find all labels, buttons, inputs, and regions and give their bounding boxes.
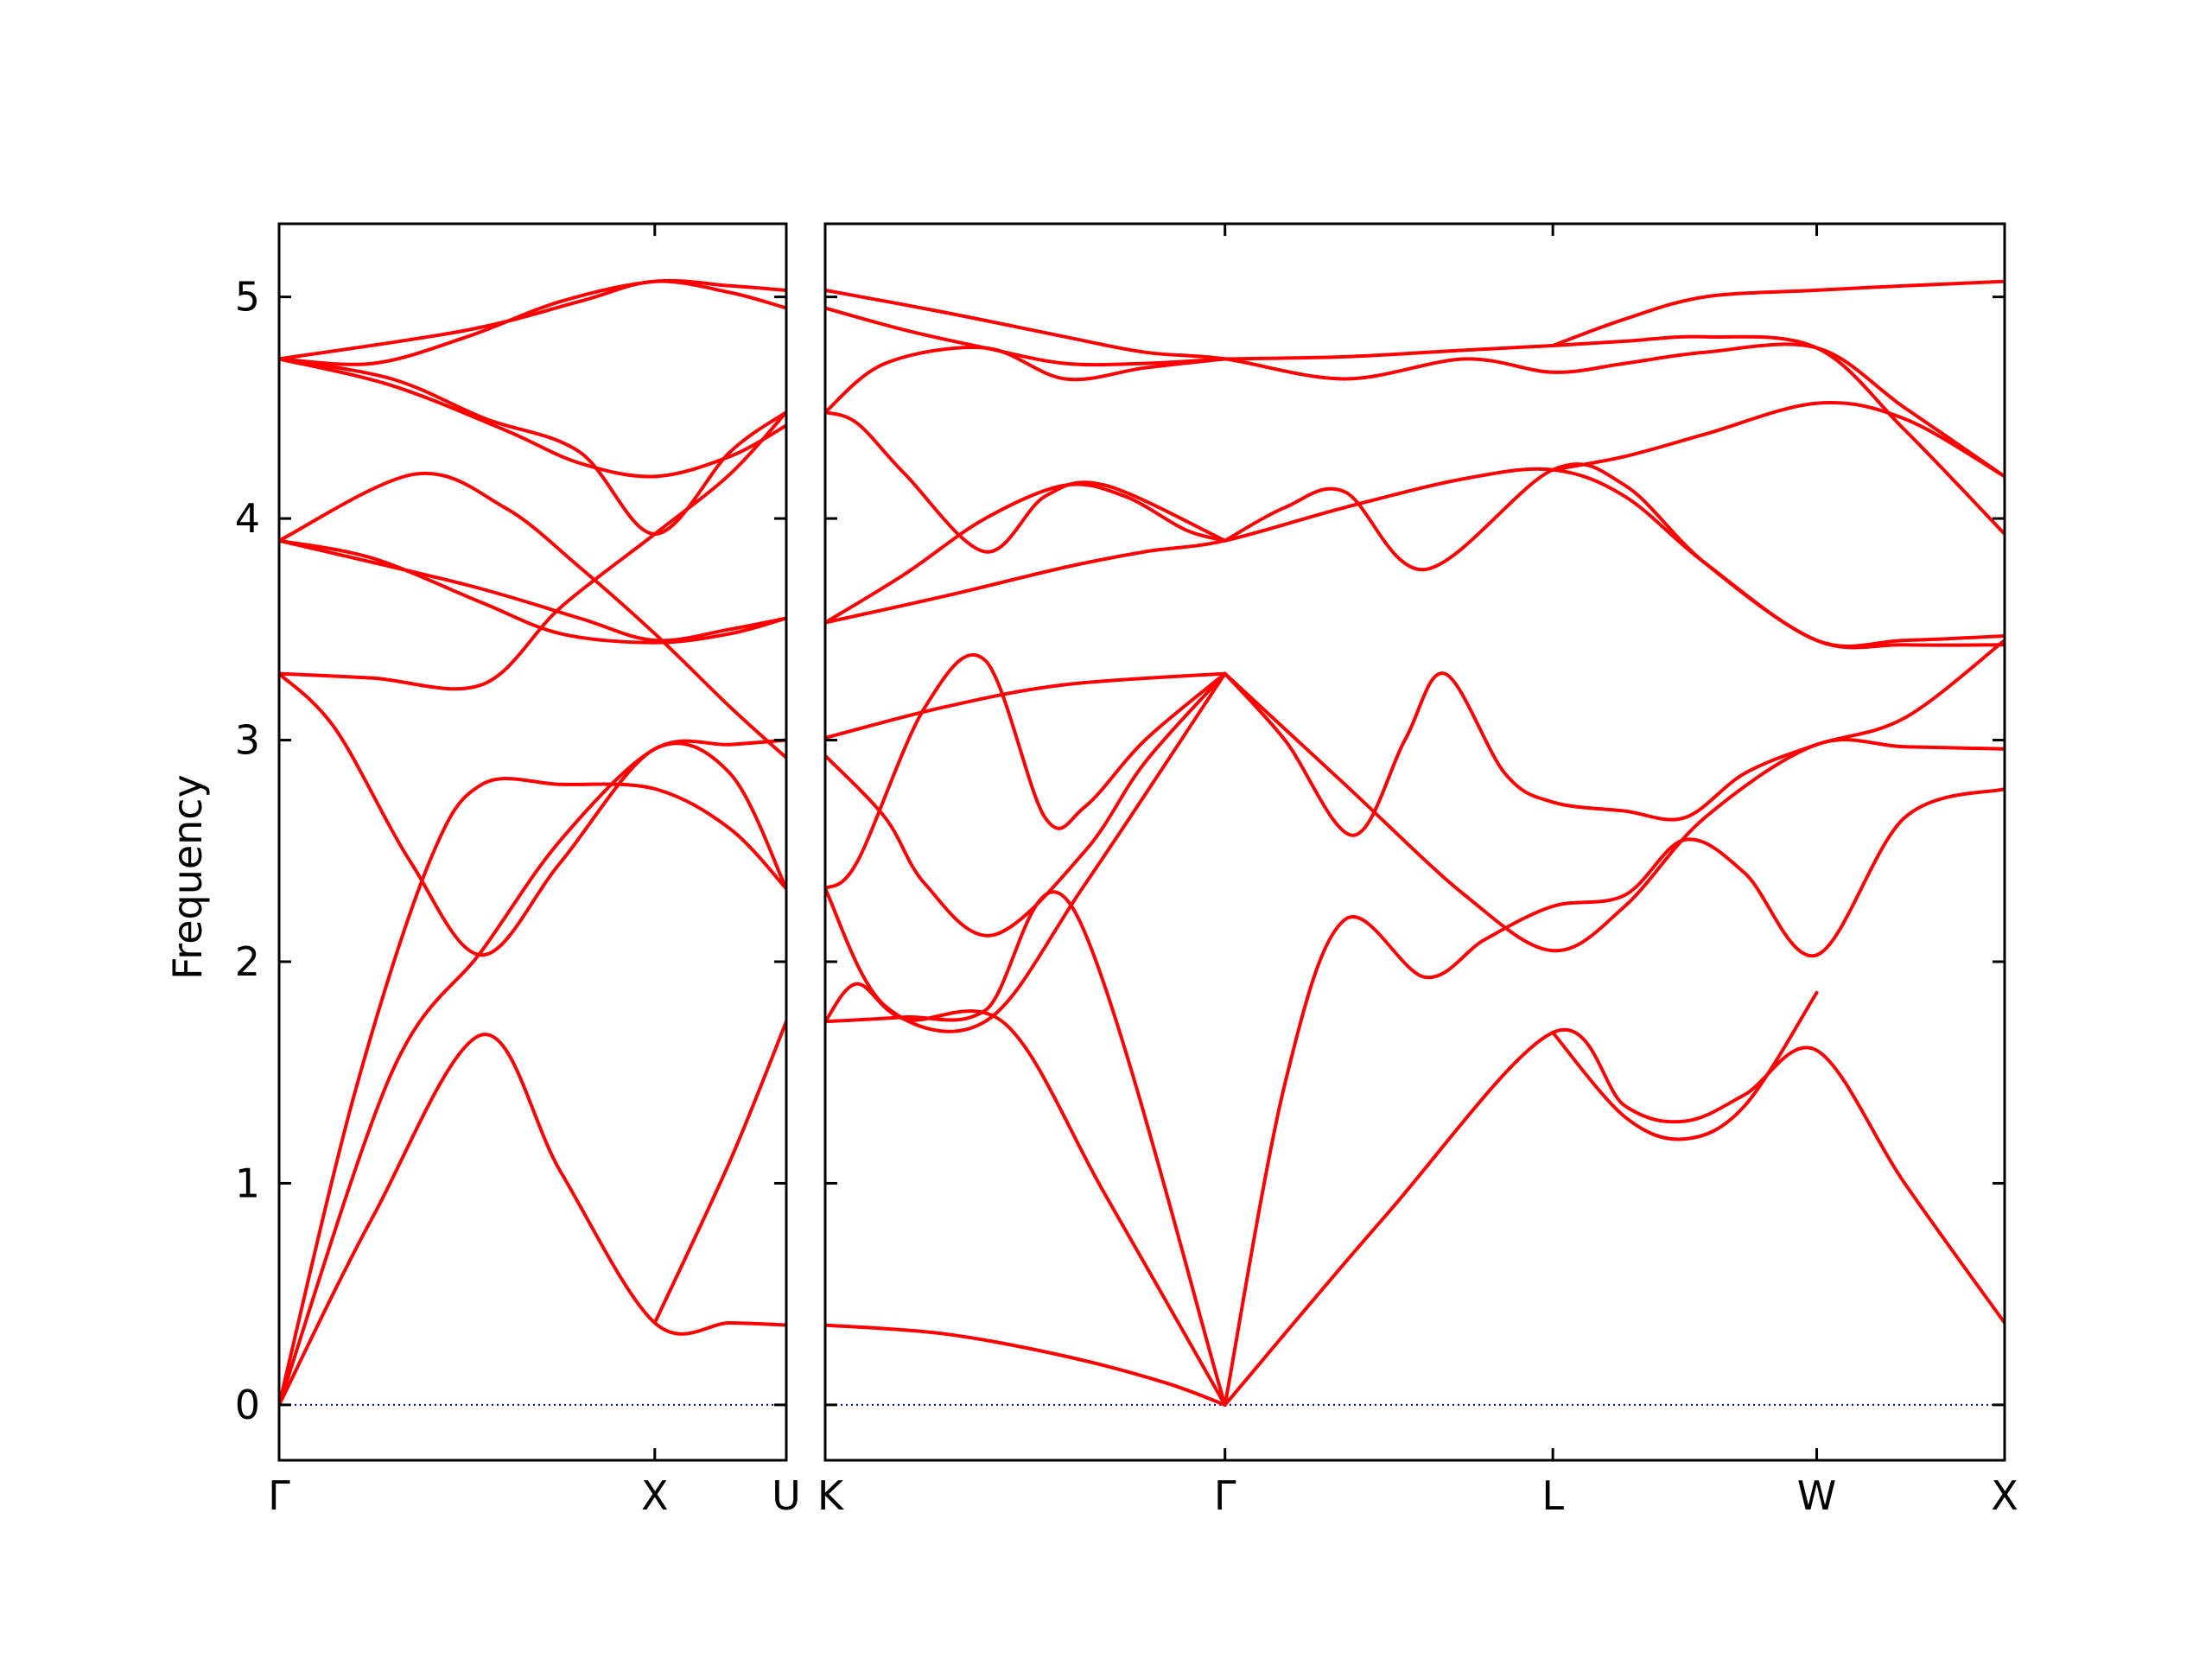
band-line: [825, 306, 1227, 367]
band-line: [825, 652, 1227, 891]
x-tick-label: Γ: [1214, 1472, 1236, 1519]
band-line: [1551, 401, 2005, 479]
y-tick-label: 2: [235, 938, 260, 985]
y-tick-label: 4: [235, 495, 260, 542]
band-line: [279, 738, 786, 1407]
band-line: [1223, 639, 2005, 837]
panel-frame: [277, 222, 788, 1462]
y-tick-label: 0: [235, 1382, 260, 1428]
band-line: [1551, 279, 2005, 347]
band-line: [1223, 461, 2005, 650]
x-tick-label: L: [1541, 1472, 1564, 1519]
band-line: [279, 777, 786, 1407]
x-tick-label: K: [817, 1472, 845, 1519]
band-line: [825, 671, 1227, 1033]
band-line: [825, 671, 1227, 740]
panel-1: 0 1 2 3 4 5 Γ X U: [235, 222, 801, 1519]
band-line: [279, 278, 786, 366]
band-line: [825, 1323, 1227, 1407]
band-line: [825, 288, 2005, 479]
panel-frame: [823, 222, 2006, 1462]
band-line: [825, 346, 1227, 414]
band-line: [825, 671, 1227, 938]
band-line: [825, 890, 1227, 1407]
x-tick-label: Γ: [268, 1472, 290, 1519]
band-group: [825, 279, 2005, 1407]
plot-panels: 0 1 2 3 4 5 Γ X U K Γ L W X: [235, 222, 2018, 1519]
band-line: [825, 410, 1227, 554]
band-line: [279, 279, 786, 361]
band-line: [1551, 990, 1819, 1141]
band-line: [279, 538, 786, 645]
band-line: [279, 1033, 786, 1407]
x-tick-label: W: [1797, 1472, 1836, 1519]
x-tick-label: U: [772, 1472, 801, 1519]
y-axis-label: Frequency: [164, 774, 211, 980]
y-tick-label: 5: [235, 274, 260, 321]
band-line: [279, 410, 786, 691]
x-tick-label: X: [641, 1472, 669, 1519]
band-line: [652, 1020, 786, 1325]
y-tick-label: 1: [235, 1160, 260, 1206]
band-line: [279, 538, 786, 643]
band-line: [279, 357, 786, 536]
band-line: [279, 357, 786, 479]
band-line: [279, 671, 786, 957]
band-line: [1223, 1028, 2005, 1407]
band-line: [825, 467, 2005, 648]
band-line: [1223, 671, 2005, 953]
band-group: [279, 278, 786, 1407]
y-tick-label: 3: [235, 717, 260, 764]
band-line: [1223, 334, 2005, 536]
band-line: [279, 471, 786, 760]
x-tick-label: X: [1991, 1472, 2018, 1519]
band-line: [1223, 787, 2005, 1407]
band-line: [825, 482, 1227, 625]
band-line: [825, 982, 1227, 1407]
